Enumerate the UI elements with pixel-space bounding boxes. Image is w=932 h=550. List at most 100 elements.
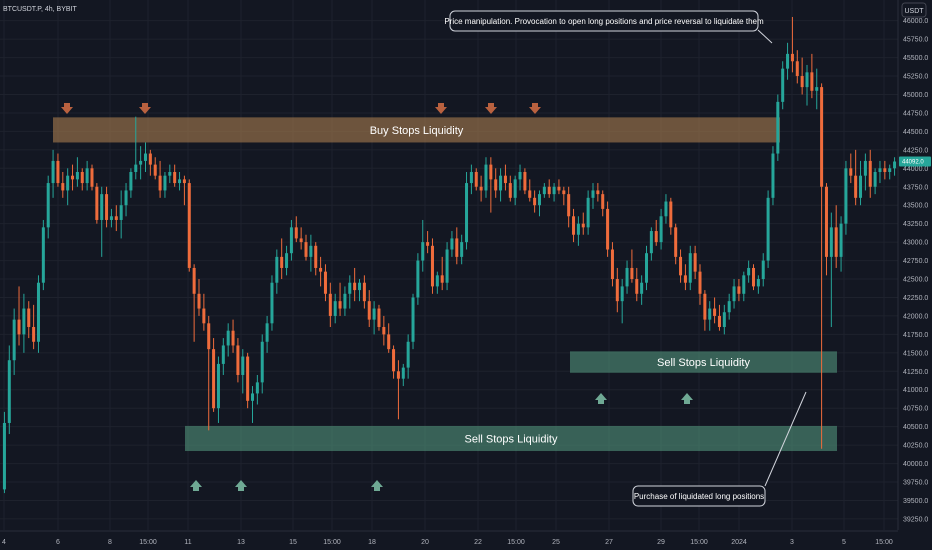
candle-body bbox=[849, 168, 853, 176]
candles bbox=[2, 16, 897, 494]
time-axis[interactable]: 4 6 8 15:00 11 13 15 15:00 18 20 22 15:00 25 27 29 15:0… bbox=[0, 530, 932, 550]
candle-body bbox=[596, 190, 600, 195]
candle-body bbox=[523, 171, 527, 191]
candle-body bbox=[450, 238, 454, 250]
candle-body bbox=[494, 179, 498, 191]
arrow-up-icon bbox=[595, 393, 607, 404]
arrow-markers bbox=[61, 103, 693, 491]
candle-body bbox=[358, 282, 362, 291]
candle-body bbox=[893, 161, 897, 169]
candle-body bbox=[722, 312, 726, 328]
candle-body bbox=[95, 186, 99, 220]
candle-body bbox=[66, 175, 70, 191]
candle-body bbox=[576, 223, 580, 235]
price-tick-label: 41500.0 bbox=[903, 350, 928, 357]
candle-body bbox=[693, 253, 697, 272]
time-tick-label: 15:00 bbox=[507, 539, 525, 546]
symbol-label: BTCUSDT.P, 4h, BYBIT bbox=[3, 6, 78, 13]
candle-body bbox=[338, 301, 342, 309]
candle-body bbox=[752, 267, 756, 287]
candle-body bbox=[479, 186, 483, 191]
candle-body bbox=[416, 260, 420, 298]
candle-body bbox=[216, 363, 220, 409]
candle-body bbox=[533, 197, 537, 206]
candle-body bbox=[221, 345, 225, 364]
time-tick-label: 15:00 bbox=[875, 539, 893, 546]
candle-body bbox=[868, 160, 872, 187]
candle-body bbox=[100, 194, 104, 220]
candle-body bbox=[114, 216, 118, 220]
candle-body bbox=[163, 175, 167, 191]
candle-body bbox=[362, 282, 366, 302]
candle-body bbox=[469, 171, 473, 184]
candle-body bbox=[343, 293, 347, 309]
time-tick-label: 29 bbox=[657, 539, 665, 546]
annotation-pointer bbox=[764, 391, 807, 487]
candle-body bbox=[197, 293, 201, 309]
candle-body bbox=[255, 382, 259, 394]
candle-body bbox=[474, 171, 478, 187]
candle-body bbox=[139, 160, 143, 165]
time-tick-label: 18 bbox=[368, 539, 376, 546]
candle-body bbox=[168, 171, 172, 176]
time-tick-label: 3 bbox=[790, 539, 794, 546]
candle-body bbox=[231, 330, 235, 346]
candle-body bbox=[581, 223, 585, 228]
candle-body bbox=[654, 231, 658, 243]
candle-body bbox=[620, 286, 624, 302]
candle-body bbox=[435, 275, 439, 287]
candle-body bbox=[260, 341, 264, 383]
price-tick-label: 45750.0 bbox=[903, 37, 928, 44]
candle-body bbox=[878, 168, 882, 172]
candle-body bbox=[698, 271, 702, 294]
candle-body bbox=[572, 216, 576, 235]
candle-body bbox=[567, 194, 571, 217]
candle-body bbox=[192, 267, 196, 294]
candle-body bbox=[669, 201, 673, 228]
candle-body bbox=[41, 227, 45, 283]
candle-body bbox=[552, 186, 556, 195]
currency-button[interactable] bbox=[901, 2, 927, 18]
candle-body bbox=[202, 308, 206, 324]
current-price-label: 44092.0 bbox=[902, 160, 924, 166]
candle-body bbox=[834, 227, 838, 257]
candle-body bbox=[270, 282, 274, 324]
candle-body bbox=[810, 72, 814, 91]
candle-body bbox=[606, 208, 610, 250]
price-tick-label: 42500.0 bbox=[903, 277, 928, 284]
candle-body bbox=[372, 308, 376, 320]
arrow-down-icon bbox=[435, 103, 447, 114]
candle-body bbox=[688, 253, 692, 283]
candle-body bbox=[406, 341, 410, 368]
price-tick-label: 39750.0 bbox=[903, 480, 928, 487]
candle-body bbox=[348, 282, 352, 294]
candle-body bbox=[455, 238, 459, 257]
candle-body bbox=[382, 327, 386, 335]
candle-body bbox=[314, 245, 318, 268]
price-tick-label: 43000.0 bbox=[903, 240, 928, 247]
liquidity-zone bbox=[53, 117, 780, 143]
candle-body bbox=[319, 267, 323, 272]
candle-body bbox=[17, 319, 21, 335]
candle-body bbox=[46, 183, 50, 228]
price-tick-label: 42000.0 bbox=[903, 313, 928, 320]
candle-body bbox=[664, 201, 668, 217]
candle-body bbox=[158, 175, 162, 191]
candle-body bbox=[12, 319, 16, 361]
price-axis[interactable]: 46000.0 45750.0 45500.0 45250.0 45000.0 44750… bbox=[897, 0, 932, 550]
candle-body bbox=[226, 330, 230, 346]
candle-body bbox=[411, 297, 415, 342]
price-tick-label: 41000.0 bbox=[903, 387, 928, 394]
candle-body bbox=[32, 327, 36, 342]
arrow-down-icon bbox=[529, 103, 541, 114]
candle-body bbox=[557, 186, 561, 191]
candle-body bbox=[440, 275, 444, 283]
candle-body bbox=[659, 216, 663, 243]
candle-body bbox=[644, 253, 649, 283]
candle-body bbox=[873, 171, 877, 187]
candle-body bbox=[586, 197, 590, 228]
candle-body bbox=[309, 245, 313, 257]
candle-body bbox=[7, 360, 11, 423]
